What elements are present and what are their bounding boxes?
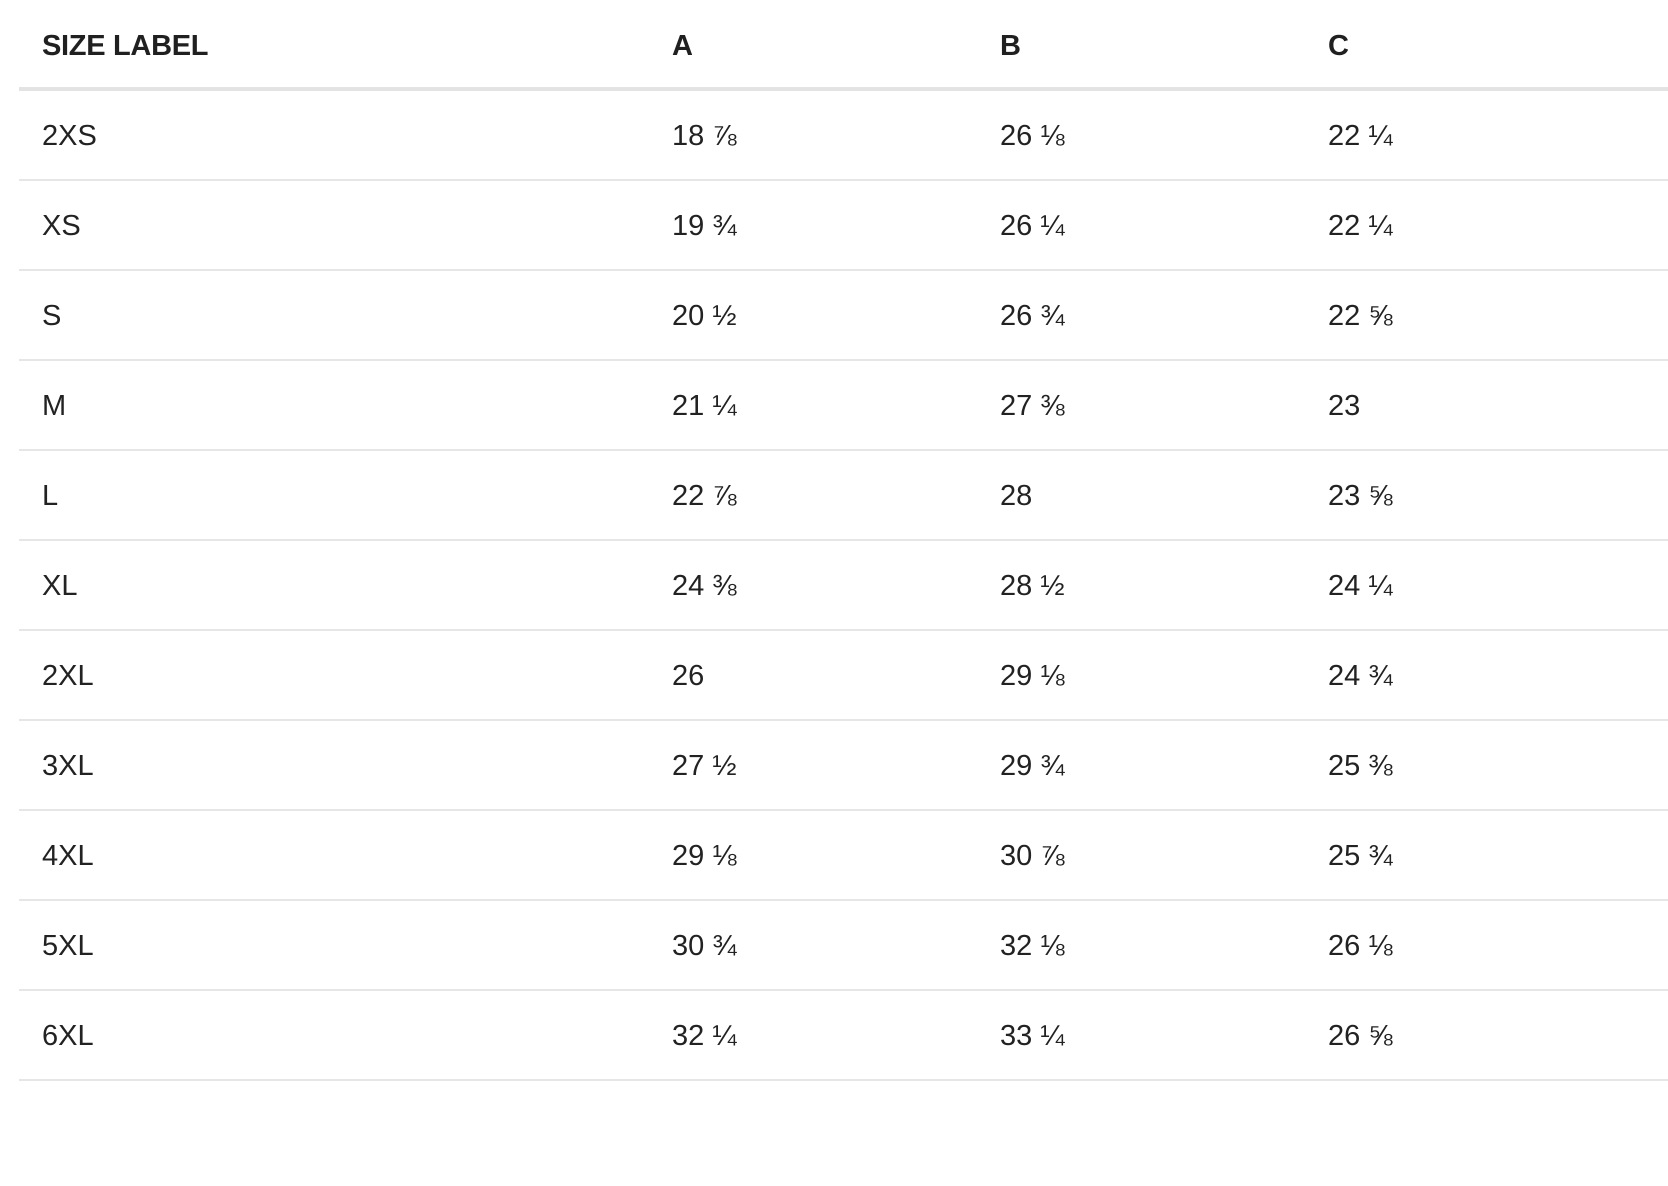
table-body: 2XS 18 ⅞ 26 ⅛ 22 ¼ XS 19 ¾ 26 ¼ 22 ¼ S 20 ½ 26 ¾ 22… — [19, 91, 1668, 1081]
table-row: 4XL 29 ⅛ 30 ⅞ 25 ¾ — [19, 811, 1668, 901]
a-cell: 22 ⅞ — [672, 480, 737, 512]
table-row: 6XL 32 ¼ 33 ¼ 26 ⅝ — [19, 991, 1668, 1081]
c-cell: 23 — [1328, 390, 1361, 422]
b-cell: 29 ¾ — [1000, 750, 1065, 782]
b-cell: 30 ⅞ — [1000, 840, 1065, 872]
a-cell: 32 ¼ — [672, 1020, 737, 1052]
size-cell: S — [42, 300, 62, 332]
c-cell: 22 ¼ — [1328, 120, 1393, 152]
table-row: S 20 ½ 26 ¾ 22 ⅝ — [19, 271, 1668, 361]
c-cell: 26 ⅛ — [1328, 930, 1393, 962]
size-cell: 2XL — [42, 660, 94, 692]
table-row: XS 19 ¾ 26 ¼ 22 ¼ — [19, 181, 1668, 271]
table-row: 5XL 30 ¾ 32 ⅛ 26 ⅛ — [19, 901, 1668, 991]
size-cell: XS — [42, 210, 81, 242]
a-cell: 26 — [672, 660, 705, 692]
size-cell: 6XL — [42, 1020, 94, 1052]
table-row: 2XL 26 29 ⅛ 24 ¾ — [19, 631, 1668, 721]
size-cell: L — [42, 480, 59, 512]
header-b: B — [1000, 30, 1021, 62]
b-cell: 29 ⅛ — [1000, 660, 1065, 692]
size-cell: M — [42, 390, 67, 422]
c-cell: 25 ¾ — [1328, 840, 1393, 872]
size-cell: 5XL — [42, 930, 94, 962]
table-row: XL 24 ⅜ 28 ½ 24 ¼ — [19, 541, 1668, 631]
b-cell: 32 ⅛ — [1000, 930, 1065, 962]
a-cell: 21 ¼ — [672, 390, 737, 422]
b-cell: 26 ¾ — [1000, 300, 1065, 332]
size-cell: 4XL — [42, 840, 94, 872]
size-cell: XL — [42, 570, 78, 602]
header-a: A — [672, 30, 693, 62]
a-cell: 18 ⅞ — [672, 120, 737, 152]
header-size-label: SIZE LABEL — [42, 30, 209, 62]
a-cell: 30 ¾ — [672, 930, 737, 962]
a-cell: 20 ½ — [672, 300, 737, 332]
b-cell: 28 ½ — [1000, 570, 1065, 602]
a-cell: 24 ⅜ — [672, 570, 737, 602]
b-cell: 27 ⅜ — [1000, 390, 1065, 422]
b-cell: 26 ⅛ — [1000, 120, 1065, 152]
c-cell: 26 ⅝ — [1328, 1020, 1393, 1052]
table-row: L 22 ⅞ 28 23 ⅝ — [19, 451, 1668, 541]
b-cell: 26 ¼ — [1000, 210, 1065, 242]
size-chart-table: SIZE LABEL A B C 2XS 18 ⅞ 26 ⅛ 22 ¼ XS 19 ¾ 26… — [19, 0, 1668, 1081]
c-cell: 24 ¾ — [1328, 660, 1393, 692]
table-row: M 21 ¼ 27 ⅜ 23 — [19, 361, 1668, 451]
b-cell: 33 ¼ — [1000, 1020, 1065, 1052]
header-c: C — [1328, 30, 1349, 62]
c-cell: 25 ⅜ — [1328, 750, 1393, 782]
size-cell: 3XL — [42, 750, 94, 782]
c-cell: 22 ¼ — [1328, 210, 1393, 242]
c-cell: 22 ⅝ — [1328, 300, 1393, 332]
table-row: 2XS 18 ⅞ 26 ⅛ 22 ¼ — [19, 91, 1668, 181]
a-cell: 27 ½ — [672, 750, 737, 782]
table-header-row: SIZE LABEL A B C — [19, 0, 1668, 91]
a-cell: 29 ⅛ — [672, 840, 737, 872]
c-cell: 23 ⅝ — [1328, 480, 1393, 512]
table-row: 3XL 27 ½ 29 ¾ 25 ⅜ — [19, 721, 1668, 811]
a-cell: 19 ¾ — [672, 210, 737, 242]
c-cell: 24 ¼ — [1328, 570, 1393, 602]
b-cell: 28 — [1000, 480, 1033, 512]
size-cell: 2XS — [42, 120, 97, 152]
